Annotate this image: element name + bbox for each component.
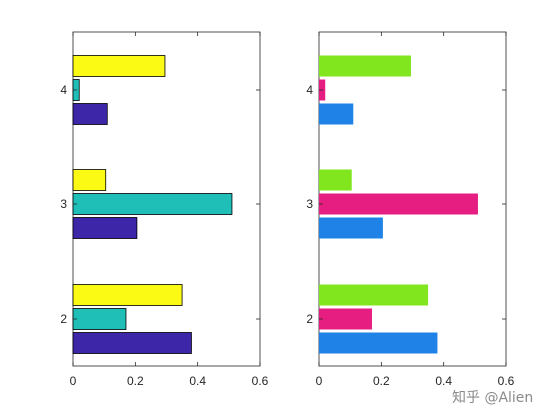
right-ytick-label: 3 (306, 197, 313, 211)
left-xtick-label: 0.4 (189, 374, 206, 388)
watermark-text: 知乎 @Alien (452, 390, 534, 406)
left-bar-s1-cat-3 (72, 217, 138, 239)
right-xtick-label: 0 (316, 374, 323, 388)
right-bar-s1-cat-2 (319, 332, 438, 354)
right-bar-s3-cat-3 (319, 169, 352, 191)
right-xtick-label: 0.6 (498, 374, 515, 388)
right-xtick-label: 0.4 (435, 374, 452, 388)
left-xtick-label: 0.6 (252, 374, 269, 388)
left-bar-s1-cat-4 (72, 103, 108, 125)
right-bar-s3-cat-4 (319, 55, 411, 77)
left-xtick-label: 0 (70, 374, 77, 388)
right-ytick-label: 2 (306, 312, 313, 326)
right-bar-s2-cat-3 (319, 193, 478, 215)
right-bar-s1-cat-4 (319, 103, 354, 125)
left-bar-s3-cat-2 (72, 284, 183, 306)
right-ytick-label: 4 (306, 83, 313, 97)
left-bar-s3-cat-3 (72, 169, 107, 191)
left-ytick-label: 4 (60, 83, 67, 97)
left-ytick-label: 3 (60, 197, 67, 211)
right-chart: 0 0.2 0.4 0.6 2 3 4 (306, 31, 515, 388)
left-bar-s1-cat-2 (72, 332, 192, 354)
left-bar-s2-cat-3 (72, 193, 233, 215)
right-xtick-label: 0.2 (373, 374, 390, 388)
left-bar-s2-cat-2 (72, 308, 127, 330)
left-chart: 0 0.2 0.4 0.6 2 3 4 (60, 31, 269, 388)
left-ytick-label: 2 (60, 312, 67, 326)
right-bar-s1-cat-3 (319, 217, 383, 239)
left-bar-s3-cat-4 (72, 55, 166, 77)
right-bar-s2-cat-2 (319, 308, 372, 330)
right-bar-s3-cat-2 (319, 284, 429, 306)
left-xtick-label: 0.2 (127, 374, 144, 388)
